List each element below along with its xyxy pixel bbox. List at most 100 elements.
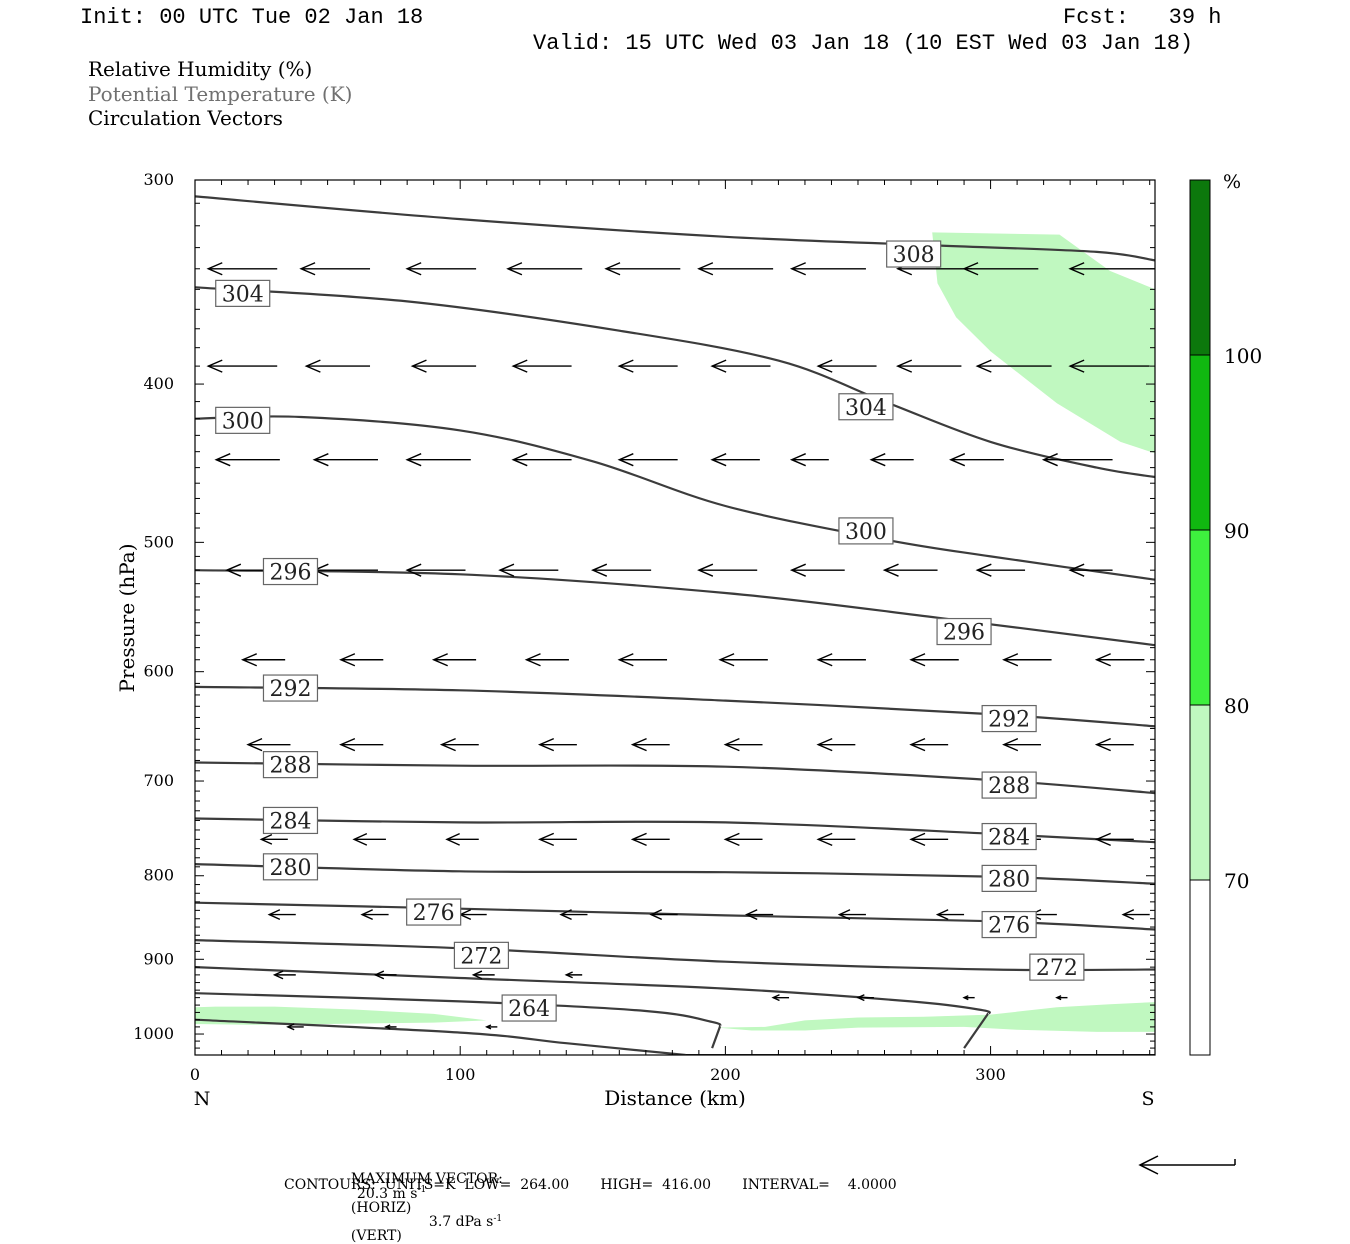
max-horiz-tag: (HORIZ) bbox=[350, 1199, 412, 1216]
theta-label-box bbox=[262, 853, 319, 881]
vector-arrow bbox=[962, 262, 1039, 276]
theta-contour-unlabeled-14 bbox=[963, 1013, 989, 1049]
vector-head bbox=[439, 737, 456, 752]
y-tick-label: 700 bbox=[143, 771, 174, 790]
theta-label-296: 296 bbox=[262, 557, 319, 586]
theta-label-text: 304 bbox=[222, 282, 264, 307]
vector-arrow bbox=[1041, 453, 1113, 467]
vector-head bbox=[246, 737, 263, 752]
vector-head bbox=[856, 994, 865, 1002]
theta-contour-272 bbox=[195, 939, 1155, 972]
vector-arrow bbox=[360, 909, 389, 920]
vector-arrow bbox=[744, 909, 774, 920]
vector-head bbox=[405, 563, 422, 577]
theta-label-box bbox=[981, 704, 1037, 733]
vector-arrow bbox=[259, 833, 288, 845]
legend-theta: Potential Temperature (K) bbox=[88, 82, 353, 106]
vector-head bbox=[723, 832, 740, 847]
vector-head bbox=[617, 453, 634, 467]
vector-head bbox=[1041, 453, 1058, 467]
vector-head bbox=[214, 453, 231, 467]
vector-arrow bbox=[710, 453, 760, 467]
vector-head bbox=[445, 832, 460, 846]
x-tick-label: 100 bbox=[445, 1065, 476, 1084]
vector-head bbox=[537, 832, 555, 847]
vector-head bbox=[935, 909, 949, 920]
vector-head bbox=[771, 994, 780, 1002]
vector-arrow bbox=[617, 453, 678, 467]
theta-label-box bbox=[981, 822, 1037, 851]
theta-contour-296 bbox=[195, 569, 1155, 647]
vector-arrow bbox=[537, 737, 577, 752]
vector-head bbox=[511, 453, 528, 467]
theta-label-264: 264 bbox=[501, 994, 557, 1022]
vector-head bbox=[975, 359, 992, 373]
valid-time: Valid: 15 UTC Wed 03 Jan 18 (10 EST Wed … bbox=[533, 31, 1194, 56]
vector-head bbox=[909, 737, 926, 752]
vector-arrow bbox=[458, 909, 487, 920]
vector-head bbox=[498, 563, 515, 577]
theta-label-288: 288 bbox=[981, 771, 1037, 799]
vector-head bbox=[816, 832, 833, 847]
vector-head bbox=[789, 453, 806, 467]
vector-head bbox=[299, 262, 316, 276]
cross-section-chart: 308 304 304 300 300 296 296 292 292 288 288 284 284 2… bbox=[115, 170, 1262, 1175]
vector-arrow bbox=[617, 653, 668, 667]
plot-axes: 0 100 200 300 300 400 500 600 700 800 900 1000 bbox=[133, 170, 1156, 1084]
theta-label-box bbox=[215, 279, 271, 307]
rh-region-0 bbox=[932, 232, 1155, 454]
vector-arrow bbox=[789, 563, 845, 577]
vector-head bbox=[649, 909, 663, 920]
theta-label-box bbox=[981, 771, 1037, 799]
theta-label-text: 292 bbox=[269, 677, 311, 702]
vector-head bbox=[240, 653, 258, 667]
theta-label-text: 300 bbox=[845, 520, 887, 545]
vector-arrow bbox=[206, 262, 278, 276]
vector-arrow bbox=[1068, 563, 1113, 577]
vector-arrow bbox=[1068, 262, 1155, 276]
vector-head bbox=[272, 970, 284, 980]
theta-label-box bbox=[1029, 953, 1085, 981]
theta-label-text: 280 bbox=[988, 867, 1030, 892]
vector-arrow bbox=[975, 359, 1052, 373]
theta-label-text: 280 bbox=[269, 856, 311, 881]
vector-head bbox=[962, 995, 969, 1001]
theta-label-292: 292 bbox=[981, 704, 1037, 733]
colorbar-segment bbox=[1190, 355, 1210, 530]
vector-head bbox=[524, 653, 541, 667]
theta-label-box bbox=[981, 864, 1037, 893]
y-axis-label: Pressure (hPa) bbox=[115, 544, 139, 693]
vector-arrow bbox=[697, 262, 774, 276]
theta-label-box bbox=[981, 910, 1037, 939]
theta-label-300: 300 bbox=[838, 517, 894, 545]
vector-arrow bbox=[591, 563, 652, 577]
vector-head bbox=[1002, 737, 1019, 752]
colorbar-segment bbox=[1190, 180, 1210, 355]
max-vert-value: 3.7 dPa s bbox=[428, 1214, 494, 1231]
vector-head bbox=[697, 262, 714, 276]
vector-arrow bbox=[789, 262, 866, 276]
y-tick-label: 500 bbox=[143, 532, 174, 551]
vector-arrow bbox=[304, 359, 371, 373]
vector-arrow bbox=[935, 909, 965, 920]
vector-head bbox=[816, 653, 833, 667]
rh-region-2 bbox=[717, 1002, 1155, 1032]
vector-head bbox=[837, 909, 851, 920]
vector-arrow bbox=[384, 1024, 397, 1030]
x-tick-label: 300 bbox=[975, 1065, 1006, 1084]
vector-head bbox=[723, 737, 740, 752]
vector-head bbox=[1094, 653, 1111, 667]
max-horiz-sup: -1 bbox=[417, 1185, 427, 1195]
vector-head bbox=[975, 563, 992, 577]
rh-colorbar: 70 80 90 100 bbox=[1189, 179, 1262, 1056]
vector-arrow bbox=[267, 909, 296, 920]
theta-label-304: 304 bbox=[215, 279, 271, 307]
vector-head bbox=[895, 359, 913, 373]
vector-head bbox=[384, 1024, 391, 1030]
vector-arrow bbox=[206, 359, 278, 373]
vector-head bbox=[485, 1024, 492, 1030]
theta-label-text: 288 bbox=[988, 774, 1030, 799]
theta-label-text: 288 bbox=[269, 754, 311, 779]
theta-label-text: 308 bbox=[893, 243, 935, 268]
init-time: Init: 00 UTC Tue 02 Jan 18 bbox=[80, 5, 424, 30]
